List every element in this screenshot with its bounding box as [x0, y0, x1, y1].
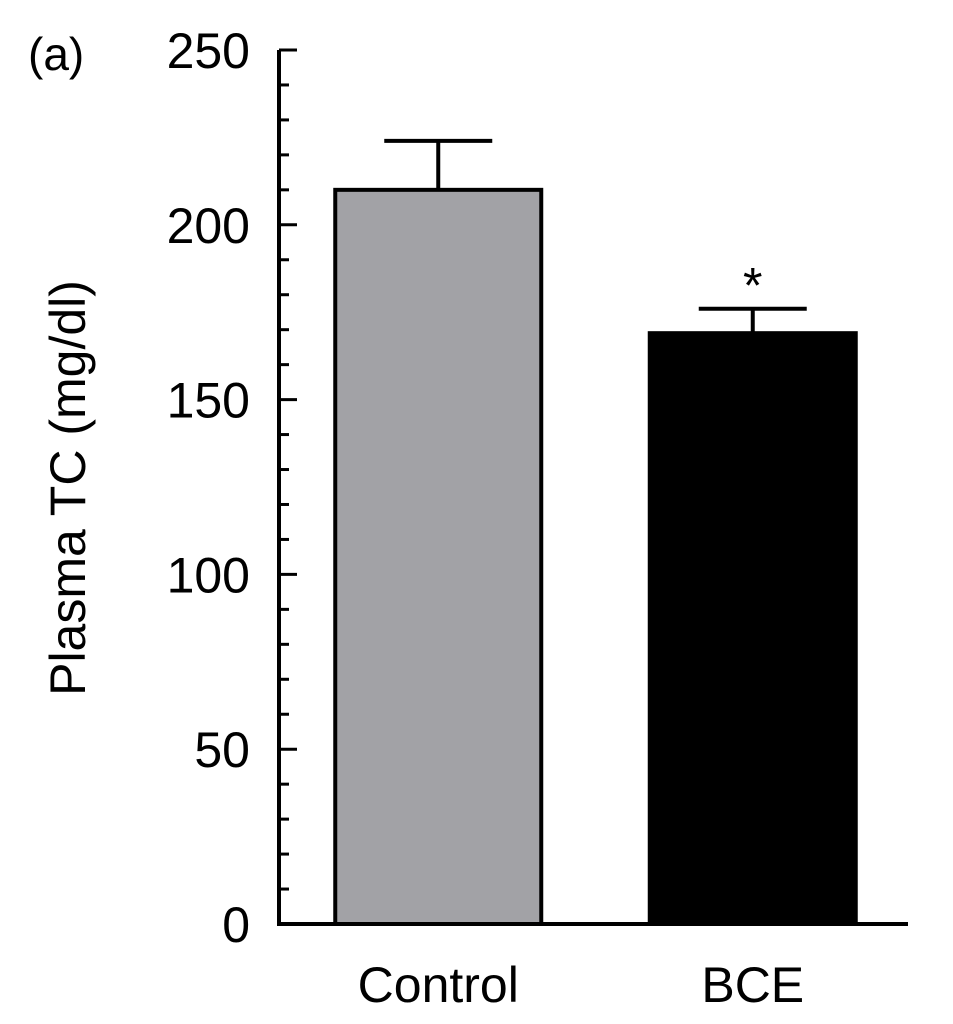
bars — [333, 187, 858, 926]
error-bars — [384, 138, 807, 334]
significance-asterisk: * — [743, 258, 762, 314]
x-tick-label: Control — [358, 957, 519, 1013]
category-labels: Control BCE — [358, 957, 805, 1013]
y-tick-label: 0 — [222, 897, 250, 953]
y-tick-label: 50 — [194, 722, 250, 778]
y-axis-ticks: 0 50 100 150 200 250 — [167, 23, 297, 953]
significance-markers: * — [743, 258, 762, 314]
bar-control — [333, 187, 544, 926]
y-tick-label: 150 — [167, 373, 250, 429]
y-tick-label: 100 — [167, 547, 250, 603]
x-tick-label: BCE — [701, 957, 804, 1013]
y-tick-label: 250 — [167, 23, 250, 79]
y-axis-label: Plasma TC (mg/dl) — [40, 280, 96, 696]
panel-label: (a) — [28, 28, 84, 80]
y-tick-label: 200 — [167, 198, 250, 254]
bar-bce — [647, 331, 858, 926]
